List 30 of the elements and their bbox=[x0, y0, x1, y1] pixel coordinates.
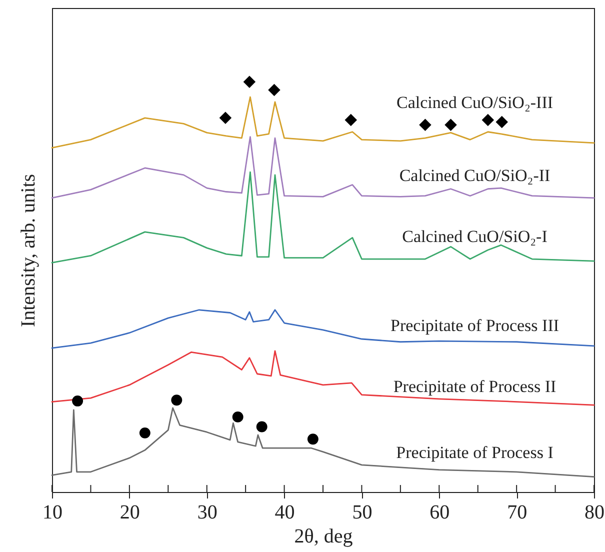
series-label: Calcined CuO/SiO₂-I bbox=[402, 227, 548, 246]
point bbox=[344, 114, 357, 126]
x-tick-label: 50 bbox=[352, 502, 372, 524]
point bbox=[139, 427, 150, 438]
x-tick-label: 10 bbox=[42, 502, 62, 524]
x-tick-label: 20 bbox=[120, 502, 140, 524]
point bbox=[232, 411, 244, 422]
x-tick-label: 60 bbox=[430, 502, 450, 524]
point bbox=[496, 116, 508, 128]
x-axis-title: 2θ, deg bbox=[294, 526, 353, 548]
point bbox=[219, 112, 232, 124]
x-tick-label: 70 bbox=[507, 502, 528, 524]
point bbox=[482, 114, 494, 126]
point bbox=[268, 84, 280, 96]
series-label: Precipitate of Process I bbox=[396, 442, 554, 462]
x-tick-label: 30 bbox=[197, 502, 218, 524]
point bbox=[171, 394, 182, 406]
y-axis-title: Intensity, arb. units bbox=[18, 174, 40, 328]
series-label: Calcined CuO/SiO₂-II bbox=[399, 166, 551, 185]
series-label: Precipitate of Process III bbox=[390, 316, 560, 335]
point bbox=[419, 118, 432, 132]
point bbox=[72, 395, 84, 406]
series-label: Precipitate of Process II bbox=[393, 377, 557, 396]
point bbox=[444, 118, 457, 132]
x-tick-label: 40 bbox=[274, 502, 295, 524]
point bbox=[307, 434, 318, 445]
point bbox=[243, 76, 256, 88]
point bbox=[256, 421, 268, 432]
x-tick-label: 80 bbox=[584, 502, 604, 524]
series-label: Calcined CuO/SiO₂-III bbox=[396, 92, 554, 112]
